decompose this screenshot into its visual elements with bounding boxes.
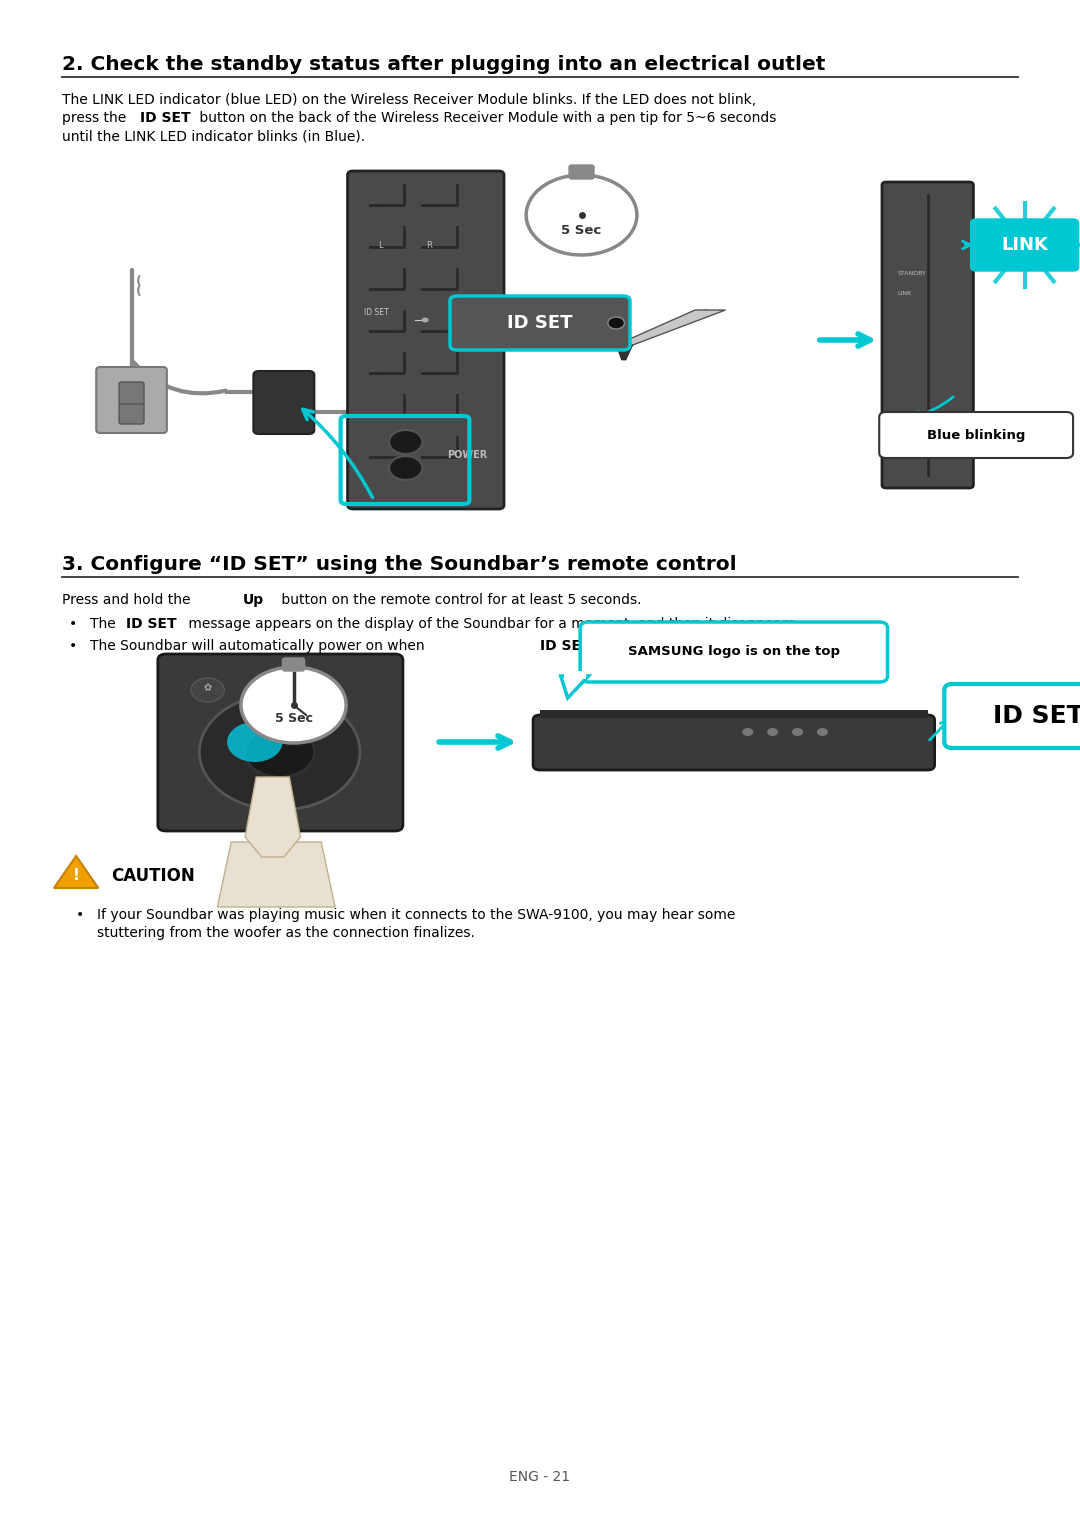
Text: ENG - 21: ENG - 21 — [510, 1471, 570, 1485]
Text: ID SET: ID SET — [540, 639, 591, 653]
Circle shape — [526, 175, 637, 254]
Polygon shape — [561, 676, 589, 699]
Text: SAMSUNG logo is on the top: SAMSUNG logo is on the top — [627, 645, 840, 659]
Text: The Soundbar will automatically power on when: The Soundbar will automatically power on… — [90, 639, 429, 653]
Text: until the LINK LED indicator blinks (in Blue).: until the LINK LED indicator blinks (in … — [63, 129, 365, 142]
Circle shape — [608, 317, 624, 329]
Text: Up: Up — [242, 593, 264, 607]
Polygon shape — [54, 856, 98, 889]
Text: ID SET: ID SET — [508, 314, 572, 332]
Circle shape — [389, 457, 422, 480]
Text: Press and hold the: Press and hold the — [63, 593, 195, 607]
FancyBboxPatch shape — [119, 401, 144, 424]
Text: CAUTION: CAUTION — [111, 867, 194, 885]
Text: LINK: LINK — [897, 291, 912, 296]
Text: If your Soundbar was playing music when it connects to the SWA-9100, you may hea: If your Soundbar was playing music when … — [97, 908, 735, 922]
FancyBboxPatch shape — [944, 683, 1080, 748]
FancyBboxPatch shape — [414, 234, 445, 256]
Text: R: R — [427, 241, 432, 250]
Text: ID SET: ID SET — [126, 617, 177, 631]
Polygon shape — [245, 777, 300, 856]
Text: 5 Sec: 5 Sec — [274, 712, 312, 726]
Circle shape — [227, 722, 283, 761]
Text: POWER: POWER — [447, 450, 487, 460]
Polygon shape — [617, 309, 726, 345]
Text: ✿: ✿ — [204, 683, 212, 692]
Text: STANDBY: STANDBY — [897, 271, 927, 276]
FancyBboxPatch shape — [534, 715, 934, 771]
FancyBboxPatch shape — [882, 182, 973, 489]
Text: ID SET: ID SET — [364, 308, 389, 317]
Polygon shape — [617, 345, 633, 360]
Text: •: • — [77, 908, 84, 922]
FancyBboxPatch shape — [254, 371, 314, 434]
FancyBboxPatch shape — [450, 296, 630, 349]
Text: •: • — [69, 639, 78, 653]
FancyBboxPatch shape — [96, 368, 166, 434]
Polygon shape — [217, 843, 335, 907]
Circle shape — [767, 728, 779, 735]
Text: ID SET: ID SET — [994, 705, 1080, 728]
Text: 5 Sec: 5 Sec — [562, 225, 602, 237]
FancyBboxPatch shape — [119, 381, 144, 404]
Circle shape — [792, 728, 804, 735]
FancyBboxPatch shape — [971, 219, 1079, 271]
Text: press the: press the — [63, 110, 131, 126]
Text: is complete.: is complete. — [599, 639, 689, 653]
FancyBboxPatch shape — [879, 412, 1074, 458]
Circle shape — [241, 666, 347, 743]
Circle shape — [389, 430, 422, 453]
FancyBboxPatch shape — [365, 234, 396, 256]
Text: Blue blinking: Blue blinking — [927, 429, 1025, 441]
FancyBboxPatch shape — [348, 172, 504, 509]
Text: button on the remote control for at least 5 seconds.: button on the remote control for at leas… — [276, 593, 642, 607]
FancyBboxPatch shape — [283, 659, 305, 671]
Text: The: The — [90, 617, 120, 631]
FancyBboxPatch shape — [564, 671, 585, 679]
FancyBboxPatch shape — [540, 709, 928, 719]
Text: (: ( — [136, 285, 141, 299]
Text: 3. Configure “ID SET” using the Soundbar’s remote control: 3. Configure “ID SET” using the Soundbar… — [63, 555, 737, 574]
Text: button on the back of the Wireless Receiver Module with a pen tip for 5~6 second: button on the back of the Wireless Recei… — [195, 110, 777, 126]
Circle shape — [742, 728, 753, 735]
Text: stuttering from the woofer as the connection finalizes.: stuttering from the woofer as the connec… — [97, 925, 475, 941]
Text: (: ( — [136, 276, 141, 288]
Text: !: ! — [72, 869, 80, 884]
Circle shape — [191, 679, 225, 702]
Text: 2. Check the standby status after plugging into an electrical outlet: 2. Check the standby status after pluggi… — [63, 55, 826, 74]
Text: LINK: LINK — [1001, 236, 1048, 254]
Text: ID SET: ID SET — [139, 110, 190, 126]
Text: ▶: ▶ — [276, 795, 283, 804]
Text: The LINK LED indicator (blue LED) on the Wireless Receiver Module blinks. If the: The LINK LED indicator (blue LED) on the… — [63, 93, 756, 107]
FancyBboxPatch shape — [158, 654, 403, 830]
Text: L: L — [378, 241, 383, 250]
Circle shape — [421, 317, 429, 323]
Circle shape — [200, 694, 360, 810]
Text: •: • — [69, 617, 78, 631]
Circle shape — [245, 728, 314, 777]
Text: message appears on the display of the Soundbar for a moment, and then it disappe: message appears on the display of the So… — [185, 617, 799, 631]
FancyBboxPatch shape — [569, 165, 594, 179]
Circle shape — [816, 728, 828, 735]
FancyBboxPatch shape — [580, 622, 888, 682]
